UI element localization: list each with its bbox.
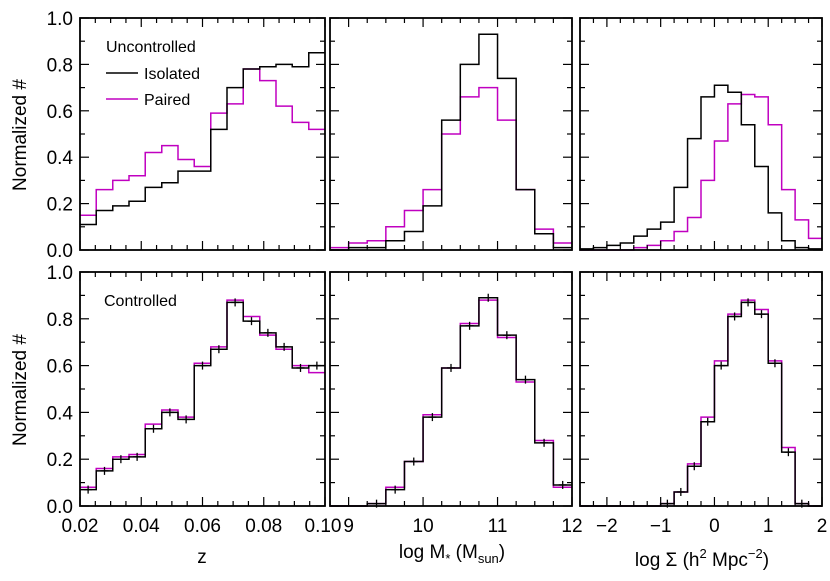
x-tick-label: 0.10: [305, 516, 342, 537]
x-tick-label: 0.08: [245, 516, 282, 537]
y-tick-label: 1.0: [47, 9, 73, 30]
x-tick-label: −1: [650, 516, 672, 537]
panel-uncontrolled-z: 0.0 0.2 0.4 0.6 0.8 1.0: [47, 9, 326, 262]
x-tick-label: 1: [763, 516, 774, 537]
x-tick-label: 0.02: [62, 516, 99, 537]
annotation-controlled: Controlled: [104, 293, 177, 310]
y-tick-label: 0.2: [47, 450, 73, 471]
x-tick-label: 10: [413, 516, 434, 537]
panel-uncontrolled-density: [579, 17, 823, 251]
series-paired-uncontrolled-z: [80, 68, 325, 216]
xlabel-mass-main: log M: [399, 542, 445, 563]
y-tick-label: 0.0: [47, 241, 73, 262]
x-tick-label: 11: [488, 516, 508, 537]
y-tick-label: 0.2: [47, 195, 73, 216]
series-isolated-controlled-density: [580, 301, 822, 507]
series-isolated-controlled-mass: [330, 296, 572, 507]
panel-controlled-mass: 9 10 11 12: [329, 271, 583, 537]
legend-isolated-label: Isolated: [144, 66, 200, 83]
xlabel-mass-units-open: (M: [450, 542, 477, 563]
xlabel-density-sup-2: 2: [699, 546, 706, 561]
series-isolated-controlled-z: [80, 301, 325, 491]
series-paired-controlled-density: [580, 299, 822, 507]
y-tick-label: 0.8: [47, 310, 73, 331]
x-tick-label: 12: [561, 516, 582, 537]
x-tick-label: 2: [817, 516, 828, 537]
series-paired-controlled-mass: [330, 299, 572, 507]
x-tick-label: 0.06: [184, 516, 221, 537]
y-tick-label: 0.8: [47, 55, 73, 76]
series-paired-uncontrolled-density: [580, 93, 822, 251]
xlabel-density-close: ): [763, 550, 769, 571]
y-tick-label: 1.0: [47, 263, 73, 284]
series-isolated-uncontrolled-mass: [330, 33, 572, 251]
xlabel-mass-sub-sun: sun: [478, 551, 499, 566]
legend-paired-label: Paired: [144, 92, 190, 109]
panel-controlled-density: −2 −1 0 1 2: [579, 271, 828, 537]
xlabel-density-sup-m2: −2: [748, 546, 763, 561]
annotation-uncontrolled: Uncontrolled: [106, 39, 196, 56]
y-tick-label: 0.6: [47, 357, 73, 378]
y-tick-label: 0.6: [47, 102, 73, 123]
xlabel-z: z: [197, 547, 207, 568]
panel-uncontrolled-mass: [329, 17, 573, 251]
series-isolated-uncontrolled-density: [580, 84, 822, 250]
y-tick-label: 0.4: [47, 148, 74, 169]
ylabel-top: Normalized #: [10, 79, 31, 191]
panel-frame: [329, 271, 573, 507]
x-tick-label: 9: [343, 516, 354, 537]
legend: Isolated Paired: [106, 66, 200, 109]
series-isolated-uncontrolled-z: [80, 52, 325, 226]
y-tick-label: 0.4: [47, 403, 74, 424]
x-tick-label: −2: [596, 516, 618, 537]
y-tick-label: 0.0: [47, 497, 73, 518]
series-paired-uncontrolled-mass: [330, 86, 572, 249]
xlabel-density-mid: Mpc: [707, 550, 748, 571]
x-tick-label: 0.04: [123, 516, 160, 537]
x-tick-label: 0: [709, 516, 720, 537]
xlabel-mass-sub-star: *: [445, 551, 450, 566]
panel-controlled-z: 0.0 0.2 0.4 0.6 0.8 1.0 0.02 0.04 0.06 0.08 0.10: [47, 263, 342, 537]
panel-frame: [579, 271, 823, 507]
xlabel-mass-units-close: ): [499, 542, 505, 563]
xlabel-density: log Σ (h2 Mpc−2): [635, 546, 769, 571]
ylabel-bottom: Normalized #: [10, 334, 31, 446]
xlabel-density-main: log Σ (h: [635, 550, 700, 571]
xlabel-mass: log M* (Msun): [399, 542, 505, 566]
panel-group: 0.00.20.40.60.81.00.00.20.40.60.81.00.02…: [47, 9, 828, 537]
